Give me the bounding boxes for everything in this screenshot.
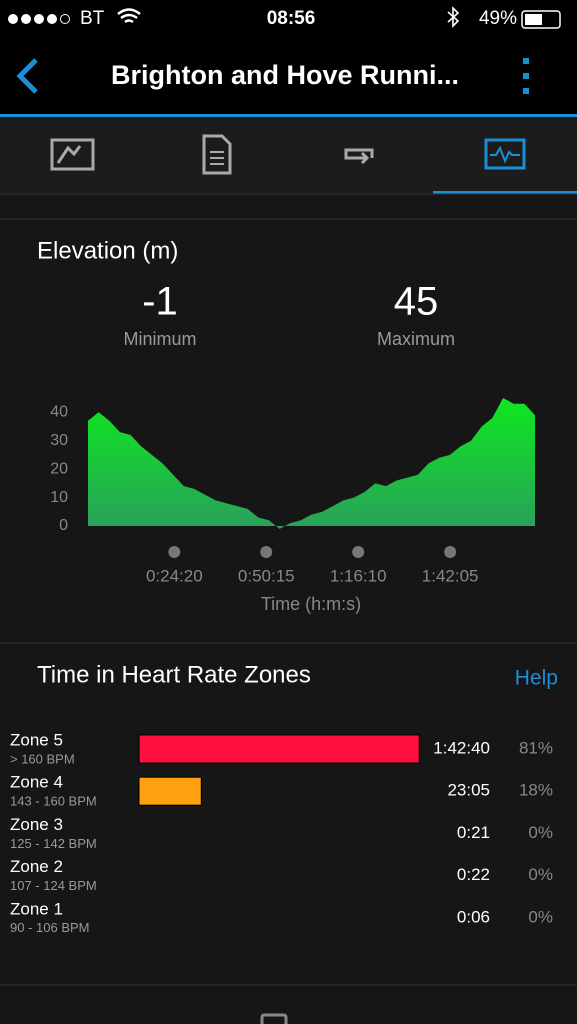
header-border	[0, 114, 577, 117]
min-value: -1	[142, 280, 178, 324]
page-title: Brighton and Hove Runni...	[111, 60, 459, 90]
elevation-title: Elevation (m)	[37, 237, 178, 264]
zones-title: Time in Heart Rate Zones	[37, 661, 311, 688]
top-bar	[0, 0, 577, 116]
x-tick-label: 1:16:10	[330, 566, 387, 585]
zone-bar	[138, 776, 202, 806]
zone-range: 143 - 160 BPM	[10, 794, 97, 809]
y-tick-label: 40	[50, 403, 68, 420]
battery-level	[525, 14, 542, 25]
back-button[interactable]	[16, 58, 38, 94]
bottom-icon	[260, 1013, 288, 1024]
zone-time: 0:06	[457, 907, 490, 926]
tab-charts[interactable]	[484, 138, 526, 170]
zone-time: 0:21	[457, 823, 490, 842]
zone-percent: 0%	[528, 823, 553, 842]
zone-range: 90 - 106 BPM	[10, 920, 90, 935]
elevation-area	[88, 398, 535, 529]
tab-laps[interactable]	[344, 148, 374, 165]
zone-range: 107 - 124 BPM	[10, 878, 97, 893]
x-tick-label: 0:24:20	[146, 566, 203, 585]
y-tick-label: 10	[50, 489, 68, 506]
max-label: Maximum	[377, 329, 455, 349]
tab-indicator	[433, 191, 577, 194]
signal	[8, 14, 70, 24]
y-tick-label: 0	[59, 517, 68, 534]
zone-time: 23:05	[447, 781, 490, 800]
zone-name: Zone 1	[10, 899, 63, 918]
x-tick-label: 1:42:05	[422, 566, 479, 585]
tab-bar	[0, 117, 577, 193]
y-tick-label: 30	[50, 432, 68, 449]
battery-icon	[521, 10, 561, 29]
zone-bar	[138, 734, 420, 764]
zone-name: Zone 5	[10, 730, 63, 749]
x-tick-label: 0:50:15	[238, 566, 295, 585]
zone-percent: 0%	[528, 907, 553, 926]
zone-name: Zone 3	[10, 815, 63, 834]
wifi-icon	[117, 8, 141, 24]
zone-name: Zone 4	[10, 773, 63, 792]
zone-name: Zone 2	[10, 857, 63, 876]
x-tick-dot	[352, 546, 365, 558]
zone-percent: 0%	[528, 865, 553, 884]
battery-text: 49%	[479, 8, 517, 29]
menu-button[interactable]	[523, 58, 529, 94]
x-tick-dot	[168, 546, 181, 558]
zone-range: > 160 BPM	[10, 751, 75, 766]
zone-percent: 81%	[519, 738, 553, 757]
max-value: 45	[394, 280, 439, 324]
x-tick-dot	[444, 546, 457, 558]
zone-time: 1:42:40	[433, 738, 490, 757]
carrier: BT	[80, 8, 105, 29]
x-tick-dot	[260, 546, 273, 558]
zone-percent: 18%	[519, 781, 553, 800]
zone-range: 125 - 142 BPM	[10, 836, 97, 851]
tab-map[interactable]	[50, 138, 95, 171]
y-tick-label: 20	[50, 460, 68, 477]
zone-time: 0:22	[457, 865, 490, 884]
clock: 08:56	[267, 8, 316, 29]
min-label: Minimum	[123, 329, 196, 349]
tab-details[interactable]	[202, 134, 232, 175]
help-link[interactable]: Help	[515, 667, 558, 690]
bluetooth-icon	[447, 6, 460, 28]
x-axis-label: Time (h:m:s)	[261, 594, 361, 614]
